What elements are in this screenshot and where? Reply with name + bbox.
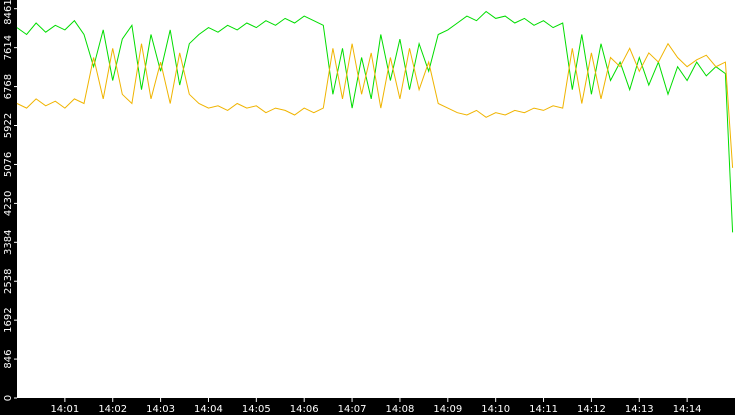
x-tick-label: 14:11: [529, 404, 558, 415]
x-axis-strip: [0, 398, 735, 415]
x-tick-label: 14:02: [98, 404, 127, 415]
y-tick-label: 2538: [3, 268, 14, 293]
y-tick-label: 0: [3, 395, 14, 401]
y-tick-label: 846: [3, 350, 14, 369]
y-axis-strip: [0, 0, 17, 415]
y-tick-label: 1692: [3, 307, 14, 332]
x-tick-label: 14:04: [194, 404, 223, 415]
x-tick-label: 14:14: [673, 404, 702, 415]
y-tick-label: 3384: [3, 230, 14, 255]
y-tick-label: 7614: [3, 35, 14, 60]
x-tick-label: 14:01: [50, 404, 79, 415]
y-tick-label: 5076: [3, 152, 14, 177]
y-tick-label: 8461: [3, 0, 14, 25]
x-tick-label: 14:08: [386, 404, 415, 415]
y-tick-label: 6768: [3, 74, 14, 99]
x-tick-label: 14:13: [625, 404, 654, 415]
series-line: [16, 42, 734, 168]
y-tick-label: 4230: [3, 191, 14, 216]
x-tick-label: 14:06: [290, 404, 319, 415]
x-tick-label: 14:05: [242, 404, 271, 415]
x-tick-label: 14:12: [577, 404, 606, 415]
series-line: [16, 10, 734, 233]
x-tick-label: 14:10: [481, 404, 510, 415]
y-tick-label: 5922: [3, 113, 14, 138]
x-tick-label: 14:07: [338, 404, 367, 415]
x-tick-label: 14:09: [433, 404, 462, 415]
x-tick-label: 14:03: [146, 404, 175, 415]
